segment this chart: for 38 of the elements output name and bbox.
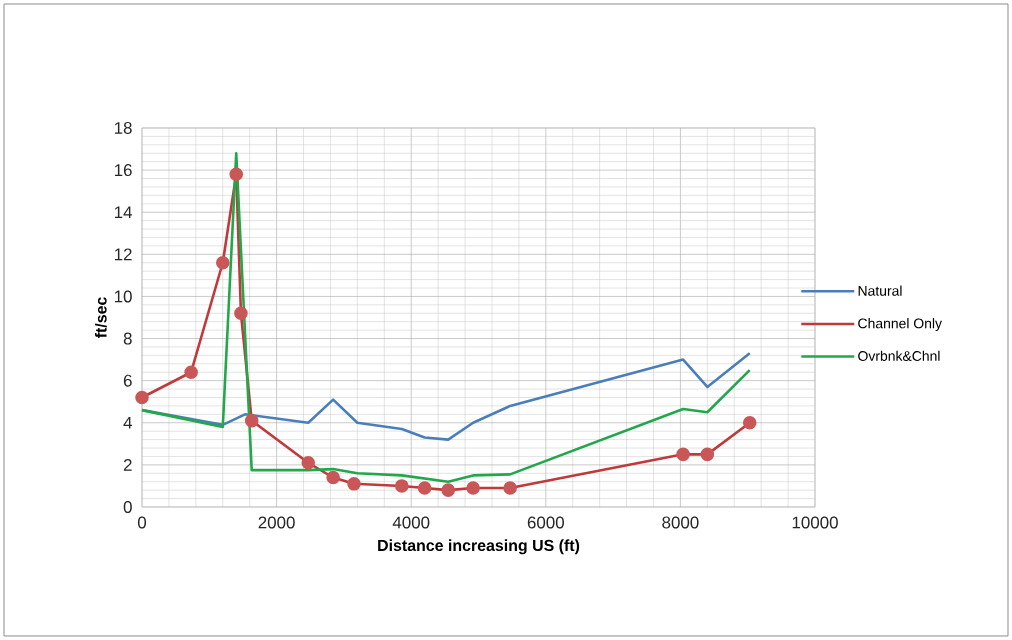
point — [135, 390, 149, 405]
x-tick-label: 0 — [137, 516, 147, 529]
point — [184, 365, 198, 380]
point — [215, 255, 230, 270]
point — [234, 306, 248, 321]
y-tick-label: 18 — [114, 121, 132, 134]
point — [394, 479, 409, 493]
x-tick-label: 6000 — [527, 516, 564, 529]
point — [466, 481, 480, 495]
y-tick-label: 12 — [114, 248, 132, 261]
y-tick-label: 16 — [114, 164, 132, 177]
x-tick-label: 2000 — [258, 516, 295, 529]
y-axis-title: ft/sec — [94, 297, 107, 339]
x-tick-label: 8000 — [662, 516, 699, 529]
x-tick-label: 4000 — [392, 516, 430, 529]
y-tick-label: 14 — [114, 206, 132, 219]
legend-label: Channel Only — [858, 318, 942, 332]
point — [742, 415, 757, 430]
legend-label: Ovrbnk&Chnl — [858, 350, 940, 361]
x-tick-label: 10000 — [792, 516, 838, 529]
point — [503, 481, 517, 495]
point — [676, 447, 690, 462]
point — [229, 167, 244, 182]
y-tick-label: 4 — [123, 416, 132, 429]
y-tick-label: 0 — [123, 500, 132, 513]
x-axis-title: Distance increasing US (ft) — [378, 539, 580, 555]
point — [244, 413, 259, 428]
point — [326, 470, 340, 485]
point — [700, 447, 715, 462]
y-tick-label: 2 — [123, 458, 132, 471]
legend-label: Natural — [858, 285, 902, 296]
point — [441, 483, 456, 497]
point — [347, 477, 361, 491]
point — [417, 481, 432, 495]
y-tick-label: 8 — [123, 332, 132, 345]
point — [301, 455, 316, 470]
y-tick-label: 10 — [114, 290, 132, 303]
y-tick-label: 6 — [123, 374, 132, 387]
